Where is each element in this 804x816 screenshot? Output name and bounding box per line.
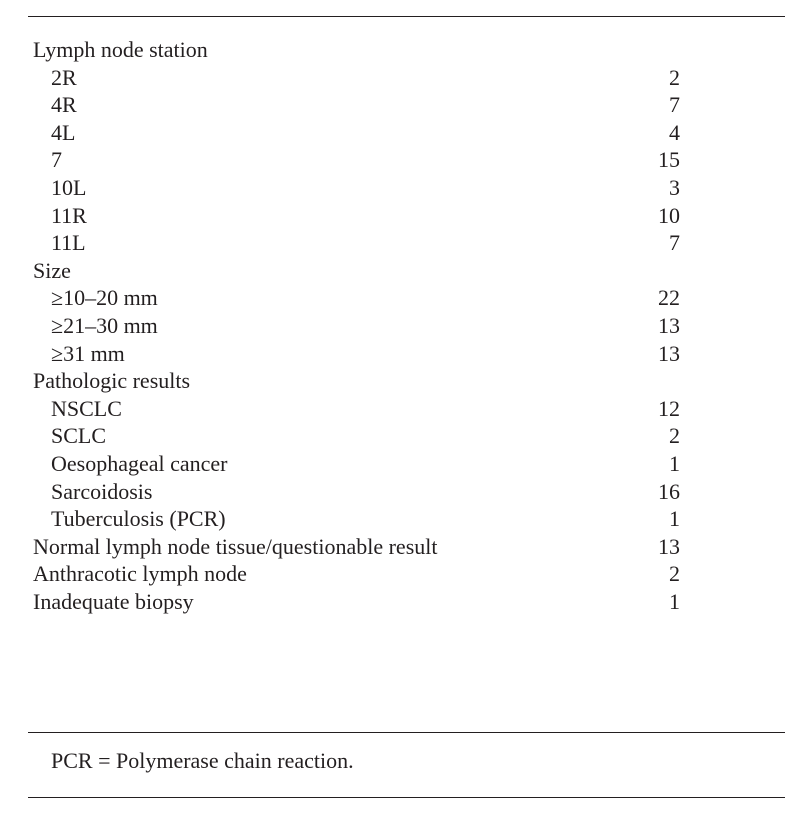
table-row: 2R 2 xyxy=(0,64,804,92)
row-label: Inadequate biopsy xyxy=(33,588,194,614)
table-row: Inadequate biopsy 1 xyxy=(0,588,804,616)
table-footnote: PCR = Polymerase chain reaction. xyxy=(51,748,354,773)
row-value: 13 xyxy=(658,312,680,338)
row-value: 4 xyxy=(669,119,680,145)
row-value: 7 xyxy=(669,92,680,118)
row-label: ≥21–30 mm xyxy=(51,312,158,338)
table-row: Sarcoidosis 16 xyxy=(0,478,804,506)
table-row: ≥10–20 mm 22 xyxy=(0,284,804,312)
table-row: 4R 7 xyxy=(0,91,804,119)
table-row: 11R 10 xyxy=(0,202,804,230)
row-label: 7 xyxy=(51,147,62,173)
table-row: Normal lymph node tissue/questionable re… xyxy=(0,533,804,561)
row-label: 10L xyxy=(51,174,87,200)
row-label: ≥31 mm xyxy=(51,340,125,366)
table-row: 10L 3 xyxy=(0,174,804,202)
row-label: Size xyxy=(33,257,71,283)
table-row: 4L 4 xyxy=(0,119,804,147)
row-value: 3 xyxy=(669,174,680,200)
data-table: Lymph node station 2R 2 4R 7 4L 4 7 15 10L 3 11R 10 1… xyxy=(0,36,804,615)
row-label: 11R xyxy=(51,202,87,228)
row-value: 22 xyxy=(658,285,680,311)
row-value: 2 xyxy=(669,561,680,587)
row-value: 16 xyxy=(658,478,680,504)
table-row: Anthracotic lymph node 2 xyxy=(0,560,804,588)
table-row: SCLC 2 xyxy=(0,422,804,450)
table-row: ≥31 mm 13 xyxy=(0,340,804,368)
row-label: Pathologic results xyxy=(33,368,191,394)
table-row: NSCLC 12 xyxy=(0,395,804,423)
row-label: 11L xyxy=(51,230,86,256)
table-section-header: Size xyxy=(0,257,804,285)
row-label: NSCLC xyxy=(51,395,122,421)
row-value: 1 xyxy=(669,450,680,476)
row-value: 7 xyxy=(669,230,680,256)
row-value: 12 xyxy=(658,395,680,421)
table-row: 7 15 xyxy=(0,146,804,174)
table-row: Oesophageal cancer 1 xyxy=(0,450,804,478)
row-label: Anthracotic lymph node xyxy=(33,561,247,587)
row-label: Tuberculosis (PCR) xyxy=(51,506,226,532)
table-row: ≥21–30 mm 13 xyxy=(0,312,804,340)
table-bottom-rule xyxy=(28,732,785,733)
table-section-header: Lymph node station xyxy=(0,36,804,64)
row-label: SCLC xyxy=(51,423,107,449)
row-value: 2 xyxy=(669,64,680,90)
row-value: 1 xyxy=(669,506,680,532)
footnote-bottom-rule xyxy=(28,797,785,798)
table-row: 11L 7 xyxy=(0,229,804,257)
row-label: Sarcoidosis xyxy=(51,478,153,504)
table-section-header: Pathologic results xyxy=(0,367,804,395)
row-value: 13 xyxy=(658,340,680,366)
row-value: 2 xyxy=(669,423,680,449)
row-label: 4L xyxy=(51,119,76,145)
row-label: Lymph node station xyxy=(33,37,208,62)
row-label: ≥10–20 mm xyxy=(51,285,158,311)
row-label: 2R xyxy=(51,64,77,90)
row-label: 4R xyxy=(51,92,77,118)
row-label: Oesophageal cancer xyxy=(51,450,228,476)
row-value: 1 xyxy=(669,588,680,614)
row-value: 15 xyxy=(658,147,680,173)
row-value: 10 xyxy=(658,202,680,228)
row-value: 13 xyxy=(658,533,680,559)
table-row: Tuberculosis (PCR) 1 xyxy=(0,505,804,533)
row-label: Normal lymph node tissue/questionable re… xyxy=(33,533,438,559)
table-top-rule xyxy=(28,16,785,17)
